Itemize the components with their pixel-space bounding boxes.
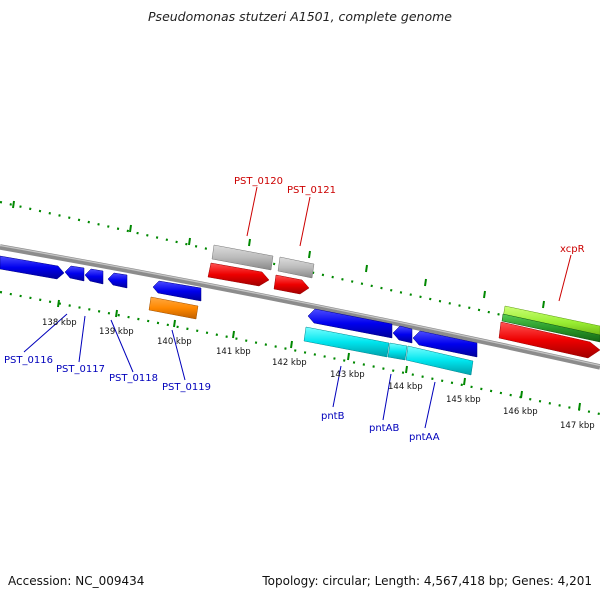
gene-pntab-cyan-bar [387, 342, 408, 361]
upper-gene-features [207, 244, 600, 359]
scale-label-142kbp: 142 kbp [272, 358, 307, 368]
gene-label-pst-0117: PST_0117 [56, 364, 105, 375]
gene-pst-0118b-blue-arrow [107, 272, 128, 289]
genome-summary-text: Topology: circular; Length: 4,567,418 bp… [262, 574, 592, 588]
gene-pst-0117-blue-arrow [64, 265, 85, 282]
inner-major-ticks [57, 299, 581, 411]
lower-leader-lines [23, 313, 436, 429]
gene-pntab-blue-arrow [392, 325, 413, 344]
gene-label-xcpr: xcpR [560, 244, 585, 255]
gene-pst-0121-grey-bar [277, 256, 315, 279]
upper-leader-lines [246, 186, 572, 302]
gene-pst-0120-red-arrow [207, 262, 270, 287]
gene-label-pst-0121: PST_0121 [287, 185, 336, 196]
gene-label-pst-0118: PST_0118 [109, 373, 158, 384]
gene-xcpr-green-bar [501, 313, 600, 343]
genome-backbone [0, 244, 600, 370]
outer-major-ticks [12, 200, 545, 309]
scale-label-141kbp: 141 kbp [216, 347, 251, 357]
gene-pntaa-cyan-bar [405, 345, 474, 376]
scale-label-143kbp: 143 kbp [330, 370, 365, 380]
gene-label-pst-0120: PST_0120 [234, 176, 283, 187]
gene-pst-0118-blue-arrow [84, 268, 104, 285]
scale-label-146kbp: 146 kbp [503, 407, 538, 417]
gene-pst-0121-red-arrow [273, 274, 310, 295]
scale-label-139kbp: 139 kbp [99, 327, 134, 337]
gene-pntb-blue-arrow [307, 308, 393, 339]
scale-label-144kbp: 144 kbp [388, 382, 423, 392]
scale-label-145kbp: 145 kbp [446, 395, 481, 405]
scale-label-147kbp: 147 kbp [560, 421, 595, 431]
gene-label-pst-0116: PST_0116 [4, 355, 53, 366]
gene-label-pntb: pntB [321, 411, 345, 422]
gene-pntaa-blue-arrow [412, 330, 478, 358]
gene-pst-0119-blue-arrow [152, 280, 202, 302]
accession-text: Accession: NC_009434 [8, 574, 145, 588]
map-title: Pseudomonas stutzeri A1501, complete gen… [148, 9, 452, 24]
gene-pst-0120-grey-bar [211, 244, 274, 271]
gene-label-pst-0119: PST_0119 [162, 382, 211, 393]
gene-pst-0119-orange-bar [148, 296, 199, 320]
gene-pst-0116-blue-arrow [0, 255, 65, 280]
gene-xcpr-red-arrow [498, 321, 600, 359]
scale-label-138kbp: 138 kbp [42, 318, 77, 328]
gene-pntb-cyan-bar [303, 326, 390, 358]
lower-gene-features [0, 255, 478, 376]
gene-label-pntaa: pntAA [409, 432, 440, 443]
gene-label-pntab: pntAB [369, 423, 399, 434]
scale-label-140kbp: 140 kbp [157, 337, 192, 347]
